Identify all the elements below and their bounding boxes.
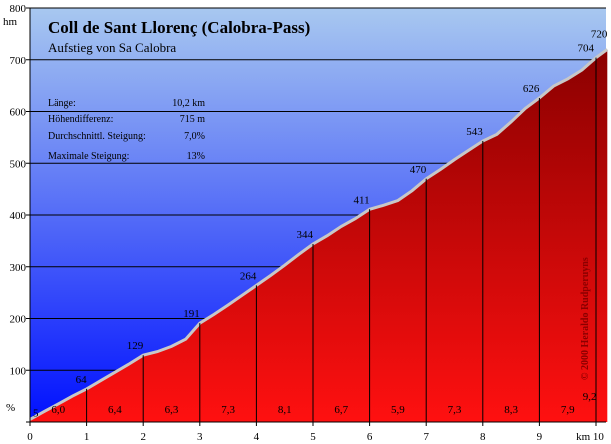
gradient-labels: 6,0 6,4 6,3 7,3 8,1 6,7 5,9 7,3 8,3 7,9 9,2 [51,391,596,416]
x-tick-label-2: 2 [140,431,146,443]
elevation-profile-area [30,49,608,423]
x-tick-label-0: 0 [27,431,33,443]
x-tick-label-10: km 10 [576,431,604,443]
elevation-label-704: 704 [578,43,595,55]
elevation-label-264: 264 [240,270,257,282]
stat-value-3: 13% [187,151,205,162]
elevation-label-344: 344 [297,229,314,241]
copyright-notice: © 2000 Heraldo Rudperuyns [580,257,591,380]
x-tick-label-8: 8 [480,431,486,443]
gradient-label-8: 8,3 [504,404,518,416]
stats-panel: Länge: 10,2 km Höhendifferenz: 715 m Durchsc… [48,98,205,162]
gradient-label-2: 6,3 [165,404,179,416]
gradient-label-10: 9,2 [583,391,597,403]
gradient-label-6: 5,9 [391,404,405,416]
elevation-labels: 5 64 129 191 264 344 411 470 543 626 704 720 [33,28,608,419]
elevation-profile-edge [29,48,609,421]
grade-unit: % [6,402,15,414]
y-tick-label-200: 200 [10,314,27,326]
gradient-label-0: 6,0 [51,404,65,416]
y-axis-ticks: 100 200 300 400 500 600 700 800 [10,3,30,423]
elevation-label-543: 543 [466,126,483,138]
elevation-label-411: 411 [354,194,370,206]
stat-label-2: Durchschnittl. Steigung: [48,131,146,142]
gradient-label-5: 6,7 [334,404,348,416]
x-tick-label-4: 4 [254,431,260,443]
y-tick-label-800: 800 [10,3,27,15]
y-tick-label-100: 100 [10,365,27,377]
gradient-label-7: 7,3 [448,404,462,416]
y-tick-label-700: 700 [10,55,27,67]
elevation-label-64: 64 [76,374,88,386]
gradient-label-1: 6,4 [108,404,122,416]
elevation-label-720: 720 [591,28,608,40]
elevation-label-5: 5 [33,407,39,419]
x-tick-label-9: 9 [537,431,543,443]
gradient-label-9: 7,9 [561,404,575,416]
chart-subtitle: Aufstieg von Sa Calobra [48,40,176,55]
x-tick-label-6: 6 [367,431,373,443]
stat-value-0: 10,2 km [172,98,205,109]
x-tick-label-1: 1 [84,431,90,443]
x-tick-label-3: 3 [197,431,203,443]
stat-value-1: 715 m [180,114,206,125]
y-tick-label-500: 500 [10,158,27,170]
y-tick-label-600: 600 [10,107,27,119]
km-marker-lines [86,57,597,422]
gradient-label-4: 8,1 [278,404,292,416]
y-tick-label-300: 300 [10,262,27,274]
stat-label-3: Maximale Steigung: [48,151,129,162]
elevation-label-470: 470 [410,164,427,176]
x-tick-label-5: 5 [310,431,316,443]
chart-title: Coll de Sant Llorenç (Calobra-Pass) [48,18,310,37]
y-tick-label-400: 400 [10,210,27,222]
elevation-label-129: 129 [127,340,144,352]
stat-label-1: Höhendifferenz: [48,114,113,125]
y-axis-unit: hm [3,16,18,28]
gradient-label-3: 7,3 [221,404,235,416]
elevation-label-191: 191 [183,308,200,320]
stat-label-0: Länge: [48,98,76,109]
elevation-label-626: 626 [523,83,540,95]
x-tick-label-7: 7 [423,431,429,443]
x-axis-ticks: 0 1 2 3 4 5 6 7 8 9 km 10 [27,422,604,443]
stat-value-2: 7,0% [184,131,205,142]
